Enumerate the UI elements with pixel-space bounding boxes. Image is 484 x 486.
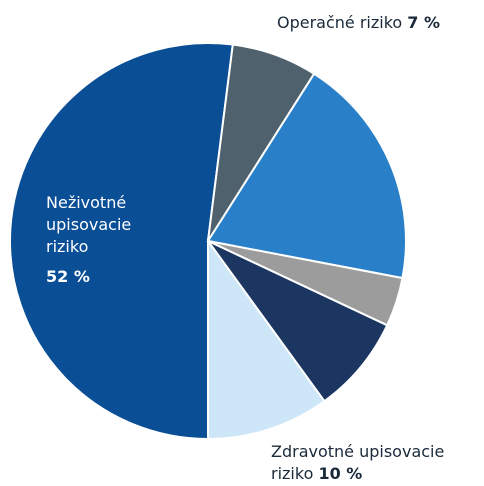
category-label: Zdravotné upisovacie riziko [271,442,445,483]
value-label: 52 % [46,267,90,286]
slice-label: Neživotné upisovacie riziko 52 % [46,192,156,288]
slice-label: Operačné riziko 7 % [277,12,484,34]
pie-slice [207,240,389,403]
value-label: 10 % [318,464,363,483]
category-label: Neživotné upisovacie riziko [46,193,132,256]
value-label: 7 % [407,13,441,32]
category-label: Operačné riziko [277,13,403,32]
pie-slice [9,42,234,441]
pie-slice [207,237,326,441]
pie-slice [206,72,407,280]
slice-label: Zdravotné upisovacie riziko 10 % [271,441,484,485]
